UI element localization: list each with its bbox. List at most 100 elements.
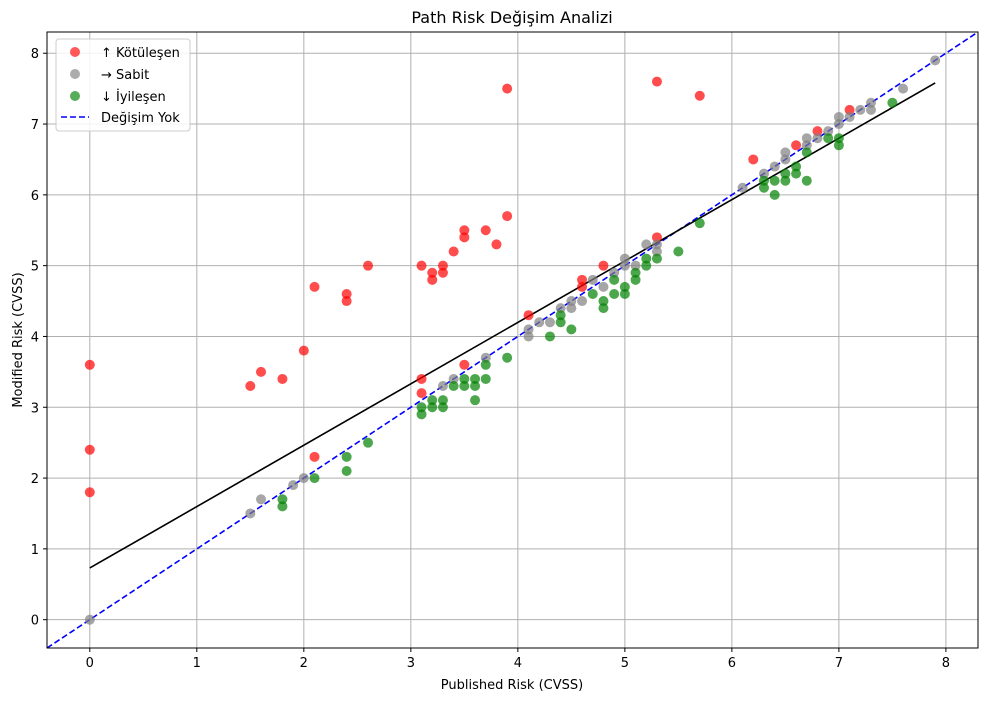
point-improving bbox=[566, 324, 577, 335]
point-improving bbox=[758, 182, 769, 193]
point-stable bbox=[844, 111, 855, 122]
x-axis-label: Published Risk (CVSS) bbox=[441, 678, 583, 693]
point-stable bbox=[288, 480, 299, 491]
point-stable bbox=[823, 126, 834, 137]
point-improving bbox=[769, 189, 780, 200]
point-improving bbox=[769, 175, 780, 186]
point-stable bbox=[769, 161, 780, 172]
point-stable bbox=[619, 253, 630, 264]
point-stable bbox=[737, 182, 748, 193]
point-worsening bbox=[459, 359, 470, 370]
point-improving bbox=[673, 246, 684, 257]
point-improving bbox=[363, 437, 374, 448]
point-improving bbox=[801, 175, 812, 186]
point-stable bbox=[651, 239, 662, 250]
legend: ↑ Kötüleşen → Sabit ↓ İyileşen Değişim Y… bbox=[55, 38, 191, 132]
point-improving bbox=[470, 395, 481, 406]
point-improving bbox=[309, 473, 320, 484]
y-tick-label: 2 bbox=[31, 472, 39, 487]
point-stable bbox=[619, 260, 630, 271]
point-improving bbox=[598, 296, 609, 307]
x-tick-label: 4 bbox=[514, 656, 522, 671]
point-improving bbox=[609, 274, 620, 285]
point-improving bbox=[694, 218, 705, 229]
point-stable bbox=[598, 281, 609, 292]
point-worsening bbox=[448, 246, 459, 257]
point-stable bbox=[256, 494, 267, 505]
y-tick-label: 0 bbox=[31, 614, 39, 629]
point-worsening bbox=[363, 260, 374, 271]
point-stable bbox=[587, 274, 598, 285]
point-improving bbox=[630, 274, 641, 285]
point-worsening bbox=[298, 345, 309, 356]
point-worsening bbox=[459, 225, 470, 236]
data-points bbox=[84, 55, 941, 625]
point-stable bbox=[544, 317, 555, 328]
point-worsening bbox=[277, 373, 288, 384]
point-stable bbox=[523, 324, 534, 335]
point-worsening bbox=[437, 267, 448, 278]
x-tick-label: 8 bbox=[942, 656, 950, 671]
point-improving bbox=[502, 352, 513, 363]
point-stable bbox=[833, 119, 844, 130]
x-axis-ticks: 0 1 2 3 4 5 6 7 8 bbox=[86, 648, 950, 671]
point-worsening bbox=[577, 281, 588, 292]
point-worsening bbox=[437, 260, 448, 271]
point-worsening bbox=[844, 104, 855, 115]
point-improving bbox=[780, 175, 791, 186]
point-improving bbox=[833, 140, 844, 151]
point-improving bbox=[609, 288, 620, 299]
point-stable bbox=[555, 303, 566, 314]
point-improving bbox=[470, 381, 481, 392]
y-tick-label: 7 bbox=[31, 118, 39, 133]
point-stable bbox=[651, 246, 662, 257]
point-improving bbox=[887, 97, 898, 108]
point-stable bbox=[609, 267, 620, 278]
point-stable bbox=[480, 352, 491, 363]
point-stable bbox=[898, 83, 909, 94]
point-worsening bbox=[416, 373, 427, 384]
point-worsening bbox=[577, 274, 588, 285]
point-worsening bbox=[598, 260, 609, 271]
legend-marker-stable bbox=[70, 69, 80, 79]
point-stable bbox=[566, 303, 577, 314]
point-stable bbox=[930, 55, 941, 66]
point-stable bbox=[801, 140, 812, 151]
point-stable bbox=[812, 133, 823, 144]
point-improving bbox=[470, 373, 481, 384]
legend-box bbox=[55, 38, 191, 132]
grid bbox=[47, 32, 978, 648]
point-stable bbox=[641, 239, 652, 250]
point-worsening bbox=[651, 232, 662, 243]
point-worsening bbox=[523, 310, 534, 321]
point-improving bbox=[427, 402, 438, 413]
point-worsening bbox=[416, 388, 427, 399]
point-stable bbox=[780, 154, 791, 165]
y-tick-label: 4 bbox=[31, 330, 39, 345]
point-worsening bbox=[84, 359, 95, 370]
x-tick-label: 5 bbox=[621, 656, 629, 671]
x-tick-label: 2 bbox=[300, 656, 308, 671]
point-improving bbox=[780, 168, 791, 179]
point-stable bbox=[630, 260, 641, 271]
point-improving bbox=[437, 402, 448, 413]
point-worsening bbox=[309, 281, 320, 292]
point-worsening bbox=[427, 274, 438, 285]
point-worsening bbox=[84, 487, 95, 498]
y-axis-ticks: 0 1 2 3 4 5 6 7 8 bbox=[31, 47, 47, 629]
point-improving bbox=[651, 253, 662, 264]
point-improving bbox=[833, 133, 844, 144]
point-improving bbox=[598, 303, 609, 314]
point-improving bbox=[823, 133, 834, 144]
point-stable bbox=[437, 381, 448, 392]
point-stable bbox=[865, 97, 876, 108]
point-worsening bbox=[502, 83, 513, 94]
point-worsening bbox=[791, 140, 802, 151]
point-improving bbox=[555, 310, 566, 321]
point-improving bbox=[641, 260, 652, 271]
point-improving bbox=[587, 288, 598, 299]
point-improving bbox=[791, 161, 802, 172]
legend-label-worsening: ↑ Kötüleşen bbox=[101, 46, 180, 61]
point-stable bbox=[245, 508, 256, 519]
